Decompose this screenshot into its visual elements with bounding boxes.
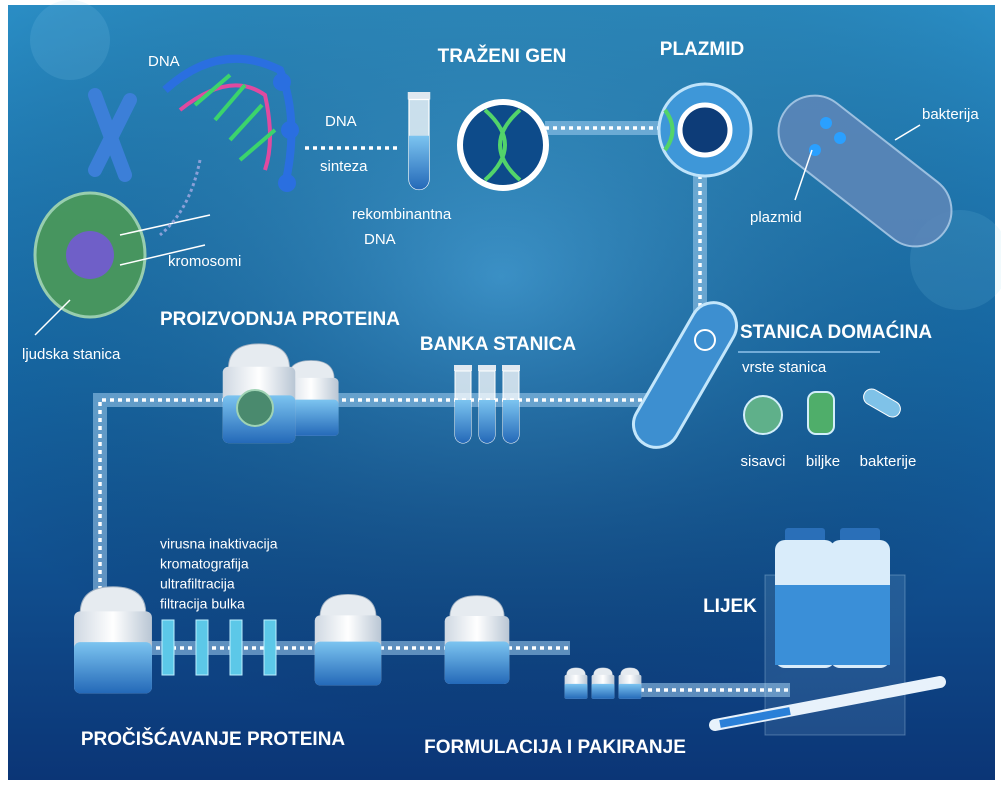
medicine-part — [775, 585, 835, 665]
label: bakterije — [860, 453, 917, 470]
purification-line-part — [74, 587, 152, 694]
label: ultrafiltracija — [160, 576, 235, 592]
heading: STANICA DOMAĆINA — [740, 321, 932, 343]
background-part — [30, 0, 110, 80]
heading: LIJEK — [703, 596, 757, 617]
dna-strand-part — [278, 174, 296, 192]
human-cell-part — [66, 231, 114, 279]
heading: FORMULACIJA I PAKIRANJE — [424, 737, 686, 758]
bacterium-part — [820, 117, 832, 129]
cell-bank-tubes-part — [478, 365, 496, 443]
label: vrste stanica — [742, 359, 827, 376]
label: biljke — [806, 453, 840, 470]
label: sinteza — [320, 158, 368, 175]
label: kromatografija — [160, 556, 249, 572]
recombinant-tube — [408, 92, 431, 190]
host-cell-part — [744, 396, 782, 434]
label: DNA — [364, 231, 396, 248]
label: kromosomi — [168, 253, 241, 270]
medicine-part — [785, 528, 825, 542]
label: rekombinantna — [352, 206, 452, 223]
plasmid-ring-part — [680, 105, 730, 155]
bacterium-part — [834, 132, 846, 144]
vials-part — [619, 668, 642, 699]
vials — [565, 668, 642, 699]
heading: BANKA STANICA — [420, 334, 576, 355]
production-tanks-part — [237, 390, 273, 426]
label: filtracija bulka — [160, 596, 245, 612]
plasmid-ring — [659, 84, 751, 176]
purification-line-part — [162, 620, 174, 675]
cell-bank-tubes-part — [454, 365, 472, 443]
purification-line-part — [445, 596, 510, 684]
medicine-part — [840, 528, 880, 542]
dna-strand-part — [281, 121, 299, 139]
label: DNA — [325, 113, 357, 130]
heading: PROČIŠĆAVANJE PROTEINA — [81, 728, 346, 750]
purification-line-part — [196, 620, 208, 675]
cell-bank-tubes — [454, 365, 520, 443]
medicine-part — [830, 585, 890, 665]
purification-line-part — [264, 620, 276, 675]
recombinant-tube-part — [408, 92, 431, 190]
label: bakterija — [922, 106, 979, 123]
label: ljudska stanica — [22, 346, 121, 363]
heading: PLAZMID — [660, 39, 744, 60]
purification-line-part — [315, 594, 382, 685]
infographic: DNA DNA sinteza TRAŽENI GEN PLAZMID bakt… — [0, 0, 1001, 785]
gene-lens — [460, 102, 546, 188]
heading: TRAŽENI GEN — [438, 45, 567, 67]
host-cell-part — [808, 392, 834, 434]
dna-strand-part — [273, 73, 291, 91]
heading: PROIZVODNJA PROTEINA — [160, 309, 400, 330]
label: DNA — [148, 53, 180, 70]
vials-part — [592, 668, 615, 699]
vials-part — [565, 668, 588, 699]
cell-bank-tubes-part — [502, 365, 520, 443]
label: sisavci — [740, 453, 785, 470]
purification-line-part — [230, 620, 242, 675]
label: plazmid — [750, 209, 802, 226]
label: virusna inaktivacija — [160, 536, 278, 552]
